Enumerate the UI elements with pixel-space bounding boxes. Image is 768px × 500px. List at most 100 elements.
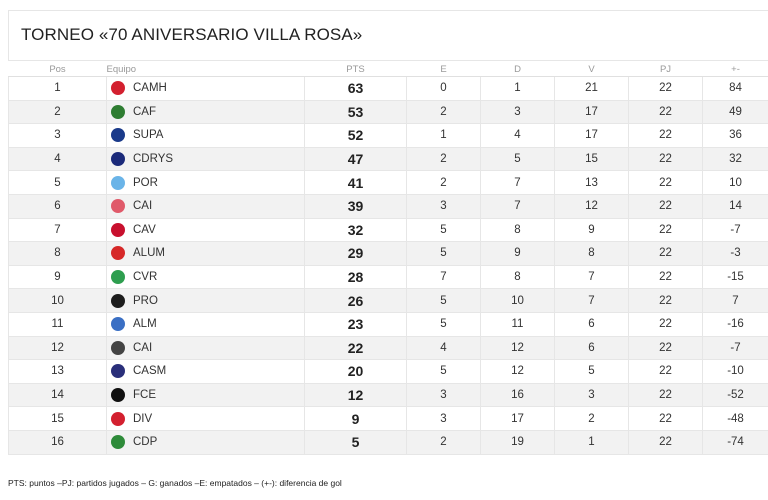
- column-header: V: [554, 62, 629, 77]
- table-row: 3 SUPA 52 1 4 17 22 36: [8, 123, 768, 148]
- draws-cell: 4: [406, 336, 481, 361]
- team-logo: [111, 270, 125, 285]
- wins-cell: 5: [554, 359, 629, 384]
- pos-cell: 8: [8, 241, 107, 266]
- table-row: 2 CAF 53 2 3 17 22 49: [8, 100, 768, 125]
- column-header: Pos: [8, 62, 107, 77]
- column-header: PJ: [628, 62, 703, 77]
- table-row: 14 FCE 12 3 16 3 22 -52: [8, 383, 768, 408]
- losses-cell: 17: [480, 406, 555, 431]
- team-cell: CAF: [106, 100, 305, 125]
- losses-cell: 4: [480, 123, 555, 148]
- title: TORNEO «70 ANIVERSARIO VILLA ROSA»: [21, 25, 363, 44]
- team-name: POR: [133, 176, 158, 189]
- table-body: 1 CAMH 63 0 1 21 22 84 2 CAF 53 2 3 17 22 49 3 SUPA 52 1 4 17…: [8, 76, 768, 455]
- team-logo: [111, 128, 125, 143]
- team-name: CVR: [133, 271, 158, 284]
- played-cell: 22: [628, 288, 703, 313]
- table-row: 16 CDP 5 2 19 1 22 -74: [8, 430, 768, 455]
- pts-cell: 53: [304, 100, 407, 125]
- team-logo: [111, 81, 125, 96]
- column-header: D: [480, 62, 555, 77]
- pts-cell: 52: [304, 123, 407, 148]
- team-name: SUPA: [133, 129, 164, 142]
- wins-cell: 7: [554, 265, 629, 290]
- pos-cell: 12: [8, 336, 107, 361]
- pts-cell: 47: [304, 147, 407, 172]
- wins-cell: 17: [554, 100, 629, 125]
- pts-cell: 28: [304, 265, 407, 290]
- team-logo: [111, 388, 125, 403]
- team-name: PRO: [133, 294, 158, 307]
- table-row: 15 DIV 9 3 17 2 22 -48: [8, 406, 768, 431]
- losses-cell: 19: [480, 430, 555, 455]
- draws-cell: 7: [406, 265, 481, 290]
- goal-diff-cell: -3: [702, 241, 768, 266]
- pts-cell: 26: [304, 288, 407, 313]
- pts-cell: 5: [304, 430, 407, 455]
- played-cell: 22: [628, 218, 703, 243]
- draws-cell: 5: [406, 241, 481, 266]
- team-cell: ALM: [106, 312, 305, 337]
- team-cell: POR: [106, 170, 305, 195]
- goal-diff-cell: -52: [702, 383, 768, 408]
- goal-diff-cell: 32: [702, 147, 768, 172]
- pos-cell: 11: [8, 312, 107, 337]
- pos-cell: 13: [8, 359, 107, 384]
- table-row: 5 POR 41 2 7 13 22 10: [8, 170, 768, 195]
- pos-cell: 7: [8, 218, 107, 243]
- table-row: 7 CAV 32 5 8 9 22 -7: [8, 218, 768, 243]
- draws-cell: 3: [406, 406, 481, 431]
- team-name: ALM: [133, 318, 157, 331]
- team-name: CAMH: [133, 82, 167, 95]
- team-cell: CAI: [106, 336, 305, 361]
- pts-cell: 23: [304, 312, 407, 337]
- team-cell: CVR: [106, 265, 305, 290]
- team-logo: [111, 411, 125, 426]
- pts-cell: 41: [304, 170, 407, 195]
- losses-cell: 7: [480, 170, 555, 195]
- goal-diff-cell: -7: [702, 218, 768, 243]
- pos-cell: 3: [8, 123, 107, 148]
- column-header: PTS: [304, 62, 407, 77]
- column-header: Equipo: [106, 62, 305, 77]
- team-cell: CAMH: [106, 76, 305, 101]
- losses-cell: 8: [480, 265, 555, 290]
- goal-diff-cell: -16: [702, 312, 768, 337]
- team-cell: CAV: [106, 218, 305, 243]
- table-row: 11 ALM 23 5 11 6 22 -16: [8, 312, 768, 337]
- team-logo: [111, 175, 125, 190]
- table-row: 9 CVR 28 7 8 7 22 -15: [8, 265, 768, 290]
- pos-cell: 2: [8, 100, 107, 125]
- team-name: FCE: [133, 389, 156, 402]
- table-row: 6 CAI 39 3 7 12 22 14: [8, 194, 768, 219]
- pts-cell: 29: [304, 241, 407, 266]
- played-cell: 22: [628, 194, 703, 219]
- pos-cell: 14: [8, 383, 107, 408]
- team-logo: [111, 364, 125, 379]
- team-cell: CDP: [106, 430, 305, 455]
- team-name: CDP: [133, 436, 158, 449]
- wins-cell: 12: [554, 194, 629, 219]
- draws-cell: 5: [406, 359, 481, 384]
- wins-cell: 21: [554, 76, 629, 101]
- played-cell: 22: [628, 265, 703, 290]
- draws-cell: 0: [406, 76, 481, 101]
- draws-cell: 2: [406, 430, 481, 455]
- footnote: PTS: puntos –PJ: partidos jugados – G: g…: [8, 478, 342, 488]
- table-row: 13 CASM 20 5 12 5 22 -10: [8, 359, 768, 384]
- goal-diff-cell: 10: [702, 170, 768, 195]
- played-cell: 22: [628, 383, 703, 408]
- pts-cell: 39: [304, 194, 407, 219]
- table-row: 12 CAI 22 4 12 6 22 -7: [8, 336, 768, 361]
- team-name: ALUM: [133, 247, 165, 260]
- team-name: CAI: [133, 341, 153, 354]
- played-cell: 22: [628, 359, 703, 384]
- header-row: Pos Equipo PTS E D V PJ +-: [8, 62, 768, 77]
- team-logo: [111, 340, 125, 355]
- team-name: CAV: [133, 223, 156, 236]
- played-cell: 22: [628, 123, 703, 148]
- pos-cell: 9: [8, 265, 107, 290]
- team-cell: FCE: [106, 383, 305, 408]
